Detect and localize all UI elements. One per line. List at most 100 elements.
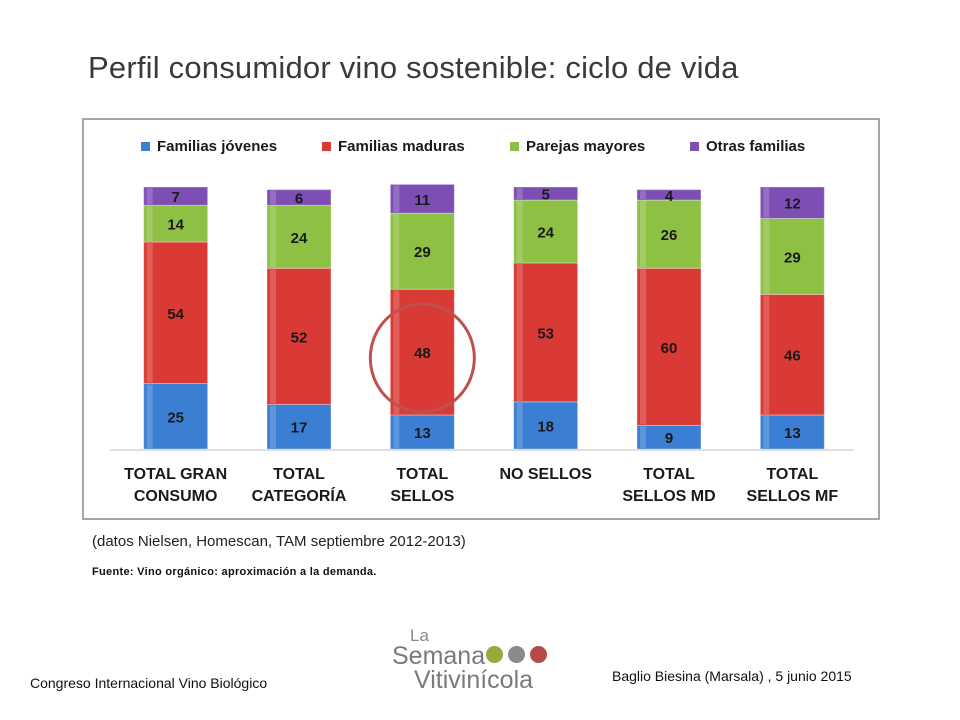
legend-label: Parejas mayores [526, 138, 645, 155]
data-label: 7 [171, 189, 179, 206]
bar-shine [270, 405, 276, 448]
bar-segment [389, 183, 455, 214]
footer-event: Congreso Internacional Vino Biológico [30, 675, 268, 691]
bar-segment [266, 204, 332, 269]
x-tick-label: SELLOS MF [747, 488, 839, 505]
legend-label: Otras familias [706, 138, 805, 155]
bar-segment [143, 241, 209, 384]
data-label: 48 [414, 345, 431, 362]
logo-text-vitivinicola: Vitivinícola [414, 666, 534, 694]
data-label: 54 [167, 306, 184, 323]
data-label: 18 [537, 418, 554, 435]
bar-shine [763, 188, 770, 218]
x-tick-label: TOTAL [396, 466, 448, 483]
chart-canvas: Familias jóvenes Familias maduras Parejas … [110, 138, 854, 505]
bar-shine [640, 269, 646, 425]
stacked-bar-chart: Familias jóvenes Familias maduras Parejas … [82, 118, 880, 520]
bar-segment [759, 217, 825, 295]
data-note: (datos Nielsen, Homescan, TAM septiembre… [92, 533, 466, 550]
bar-segment [389, 414, 455, 450]
data-label: 60 [661, 340, 678, 357]
bar-shine [393, 214, 400, 289]
bar-shine [270, 206, 276, 268]
x-tick-label: TOTAL [273, 466, 325, 483]
data-label: 9 [665, 430, 673, 447]
bar-shine [516, 263, 523, 401]
bar-shine [763, 219, 770, 294]
legend-swatch [510, 142, 519, 151]
data-label: 14 [167, 217, 184, 234]
data-label: 6 [295, 190, 303, 207]
x-tick-label: TOTAL GRAN [124, 466, 227, 483]
source-note: Fuente: Vino orgánico: aproximación a la… [92, 566, 377, 578]
bar-shine [146, 243, 153, 383]
data-label: 29 [414, 244, 431, 261]
bar-segment [759, 414, 825, 450]
bar-segment [143, 383, 209, 450]
bar-shine [270, 269, 276, 404]
bar-segment [636, 189, 702, 201]
x-tick-label: CONSUMO [134, 488, 218, 505]
bar-segment [759, 186, 825, 219]
x-tick-label: SELLOS [390, 488, 454, 505]
legend-label: Familias maduras [338, 138, 465, 155]
data-label: 4 [665, 188, 674, 205]
logo-green-flower-icon [486, 646, 503, 663]
bar-segment [266, 189, 332, 206]
bar-shine [516, 402, 523, 448]
bar-segment [266, 267, 332, 405]
data-label: 24 [537, 225, 554, 242]
bar-shine [516, 188, 523, 200]
bar-shine [763, 295, 770, 414]
slide-title: Perfil consumidor vino sostenible: ciclo… [88, 50, 739, 85]
highlight-circle [368, 302, 476, 414]
x-tick-label: CATEGORÍA [252, 486, 347, 505]
bar-segment [513, 186, 579, 201]
bar-segment [636, 267, 702, 426]
data-label: 29 [784, 249, 801, 266]
bar-segment [513, 262, 579, 403]
bar-shine [640, 426, 646, 448]
logo-text-semana: Semana [392, 642, 486, 670]
bar-segment [266, 403, 332, 450]
bar-segment [513, 401, 579, 450]
legend-swatch [690, 142, 699, 151]
bar-shine [516, 201, 523, 262]
bar-shine [640, 190, 646, 200]
x-tick-label: SELLOS MD [622, 488, 715, 505]
bar-shine [393, 415, 400, 448]
data-label: 52 [291, 329, 308, 346]
bar-segment [513, 199, 579, 264]
semana-vitivinicola-logo: La Semana Vitivinícola [390, 626, 590, 696]
x-tick-label: NO SELLOS [499, 466, 592, 483]
data-label: 24 [291, 230, 308, 247]
x-tick-label: TOTAL [766, 466, 818, 483]
data-label: 13 [784, 425, 801, 442]
data-label: 17 [291, 420, 308, 437]
legend-swatch [141, 142, 150, 151]
data-label: 13 [414, 425, 431, 442]
bar-shine [640, 201, 646, 268]
logo-text-la: La [410, 626, 429, 645]
bar-segment [759, 293, 825, 416]
bar-shine [146, 206, 153, 242]
data-label: 53 [537, 325, 554, 342]
data-label: 5 [541, 187, 549, 204]
data-label: 26 [661, 227, 678, 244]
logo-grey-grape-icon [508, 646, 525, 663]
bar-shine [393, 290, 400, 414]
logo-red-leaf-icon [530, 646, 547, 663]
bar-segment [143, 186, 209, 206]
bar-shine [146, 384, 153, 448]
legend-label: Familias jóvenes [157, 138, 277, 155]
data-label: 12 [784, 196, 801, 213]
data-label: 11 [414, 192, 430, 209]
bar-shine [270, 190, 276, 205]
x-tick-label: TOTAL [643, 466, 695, 483]
data-label: 25 [167, 409, 184, 426]
footer-place-date: Baglio Biesina (Marsala) , 5 junio 2015 [612, 668, 852, 684]
bar-shine [146, 188, 153, 205]
bar-shine [393, 185, 400, 213]
bar-segment [636, 424, 702, 450]
data-label: 46 [784, 348, 801, 365]
